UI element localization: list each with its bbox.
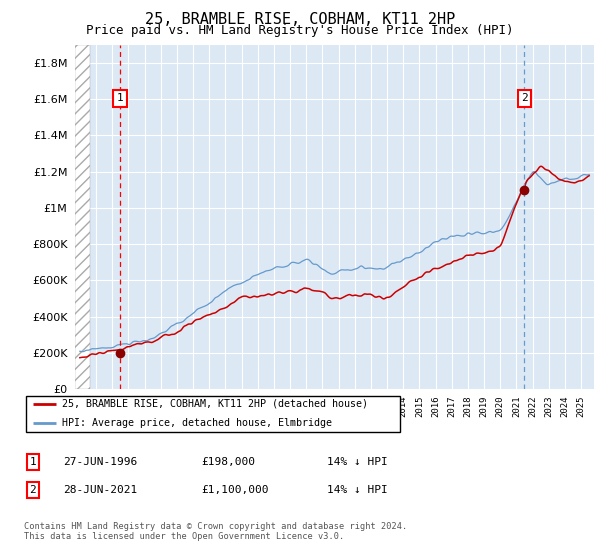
- Text: 1: 1: [29, 457, 37, 467]
- FancyBboxPatch shape: [26, 396, 400, 432]
- Text: 25, BRAMBLE RISE, COBHAM, KT11 2HP: 25, BRAMBLE RISE, COBHAM, KT11 2HP: [145, 12, 455, 27]
- Text: 2: 2: [521, 93, 527, 103]
- Text: 25, BRAMBLE RISE, COBHAM, KT11 2HP (detached house): 25, BRAMBLE RISE, COBHAM, KT11 2HP (deta…: [62, 399, 368, 409]
- Text: Price paid vs. HM Land Registry's House Price Index (HPI): Price paid vs. HM Land Registry's House …: [86, 24, 514, 37]
- Text: 27-JUN-1996: 27-JUN-1996: [63, 457, 137, 467]
- Text: Contains HM Land Registry data © Crown copyright and database right 2024.
This d: Contains HM Land Registry data © Crown c…: [24, 522, 407, 542]
- Text: 28-JUN-2021: 28-JUN-2021: [63, 485, 137, 495]
- Text: 2: 2: [29, 485, 37, 495]
- Text: 14% ↓ HPI: 14% ↓ HPI: [327, 457, 388, 467]
- Text: £1,100,000: £1,100,000: [201, 485, 269, 495]
- Text: HPI: Average price, detached house, Elmbridge: HPI: Average price, detached house, Elmb…: [62, 418, 332, 428]
- Text: £198,000: £198,000: [201, 457, 255, 467]
- Text: 14% ↓ HPI: 14% ↓ HPI: [327, 485, 388, 495]
- Text: 1: 1: [117, 93, 124, 103]
